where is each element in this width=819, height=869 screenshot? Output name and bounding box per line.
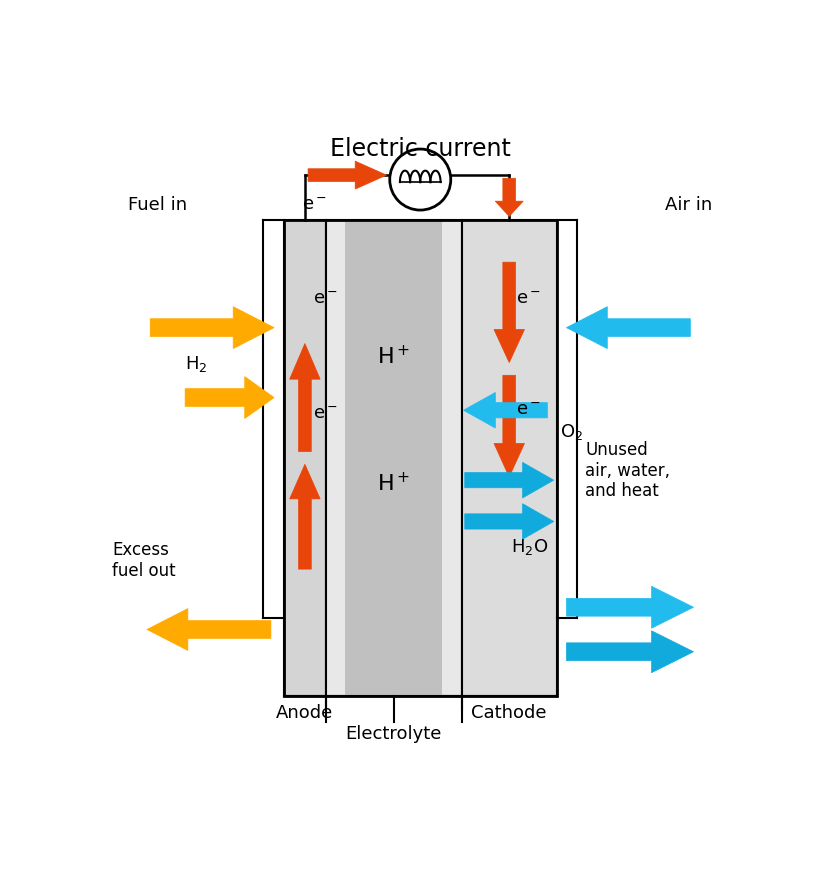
- Polygon shape: [150, 307, 274, 348]
- Circle shape: [389, 149, 450, 210]
- Text: e$^-$: e$^-$: [312, 290, 337, 308]
- Bar: [283, 220, 326, 696]
- Polygon shape: [566, 307, 690, 348]
- Text: Electrolyte: Electrolyte: [346, 726, 441, 743]
- Text: Electric current: Electric current: [329, 137, 510, 161]
- Polygon shape: [289, 464, 319, 569]
- Polygon shape: [289, 343, 319, 452]
- Bar: [345, 220, 442, 696]
- Polygon shape: [147, 608, 270, 651]
- Polygon shape: [464, 462, 553, 498]
- Polygon shape: [493, 375, 524, 477]
- Text: Air in: Air in: [664, 196, 712, 214]
- Text: Anode: Anode: [276, 705, 333, 722]
- Text: H$^+$: H$^+$: [377, 472, 410, 495]
- Polygon shape: [464, 504, 553, 540]
- Polygon shape: [495, 178, 523, 216]
- Text: O$_2$: O$_2$: [559, 422, 582, 442]
- Polygon shape: [566, 631, 693, 673]
- Polygon shape: [463, 393, 547, 428]
- Text: Excess
fuel out: Excess fuel out: [112, 541, 175, 580]
- Polygon shape: [185, 376, 274, 419]
- Text: e$^-$: e$^-$: [302, 196, 327, 214]
- Text: Unused
air, water,
and heat: Unused air, water, and heat: [585, 441, 670, 501]
- Text: e$^-$: e$^-$: [312, 404, 337, 422]
- Polygon shape: [493, 262, 524, 362]
- Text: H$_2$O: H$_2$O: [510, 537, 548, 557]
- Text: e$^-$: e$^-$: [515, 401, 540, 419]
- Text: e$^-$: e$^-$: [515, 290, 540, 308]
- Polygon shape: [308, 161, 386, 189]
- Text: H$^+$: H$^+$: [377, 345, 410, 368]
- Text: Cathode: Cathode: [471, 705, 546, 722]
- Polygon shape: [566, 587, 693, 628]
- Text: H$_2$: H$_2$: [185, 354, 207, 374]
- Bar: [461, 220, 556, 696]
- Bar: [283, 220, 556, 696]
- Bar: [326, 220, 461, 696]
- Text: Fuel in: Fuel in: [128, 196, 187, 214]
